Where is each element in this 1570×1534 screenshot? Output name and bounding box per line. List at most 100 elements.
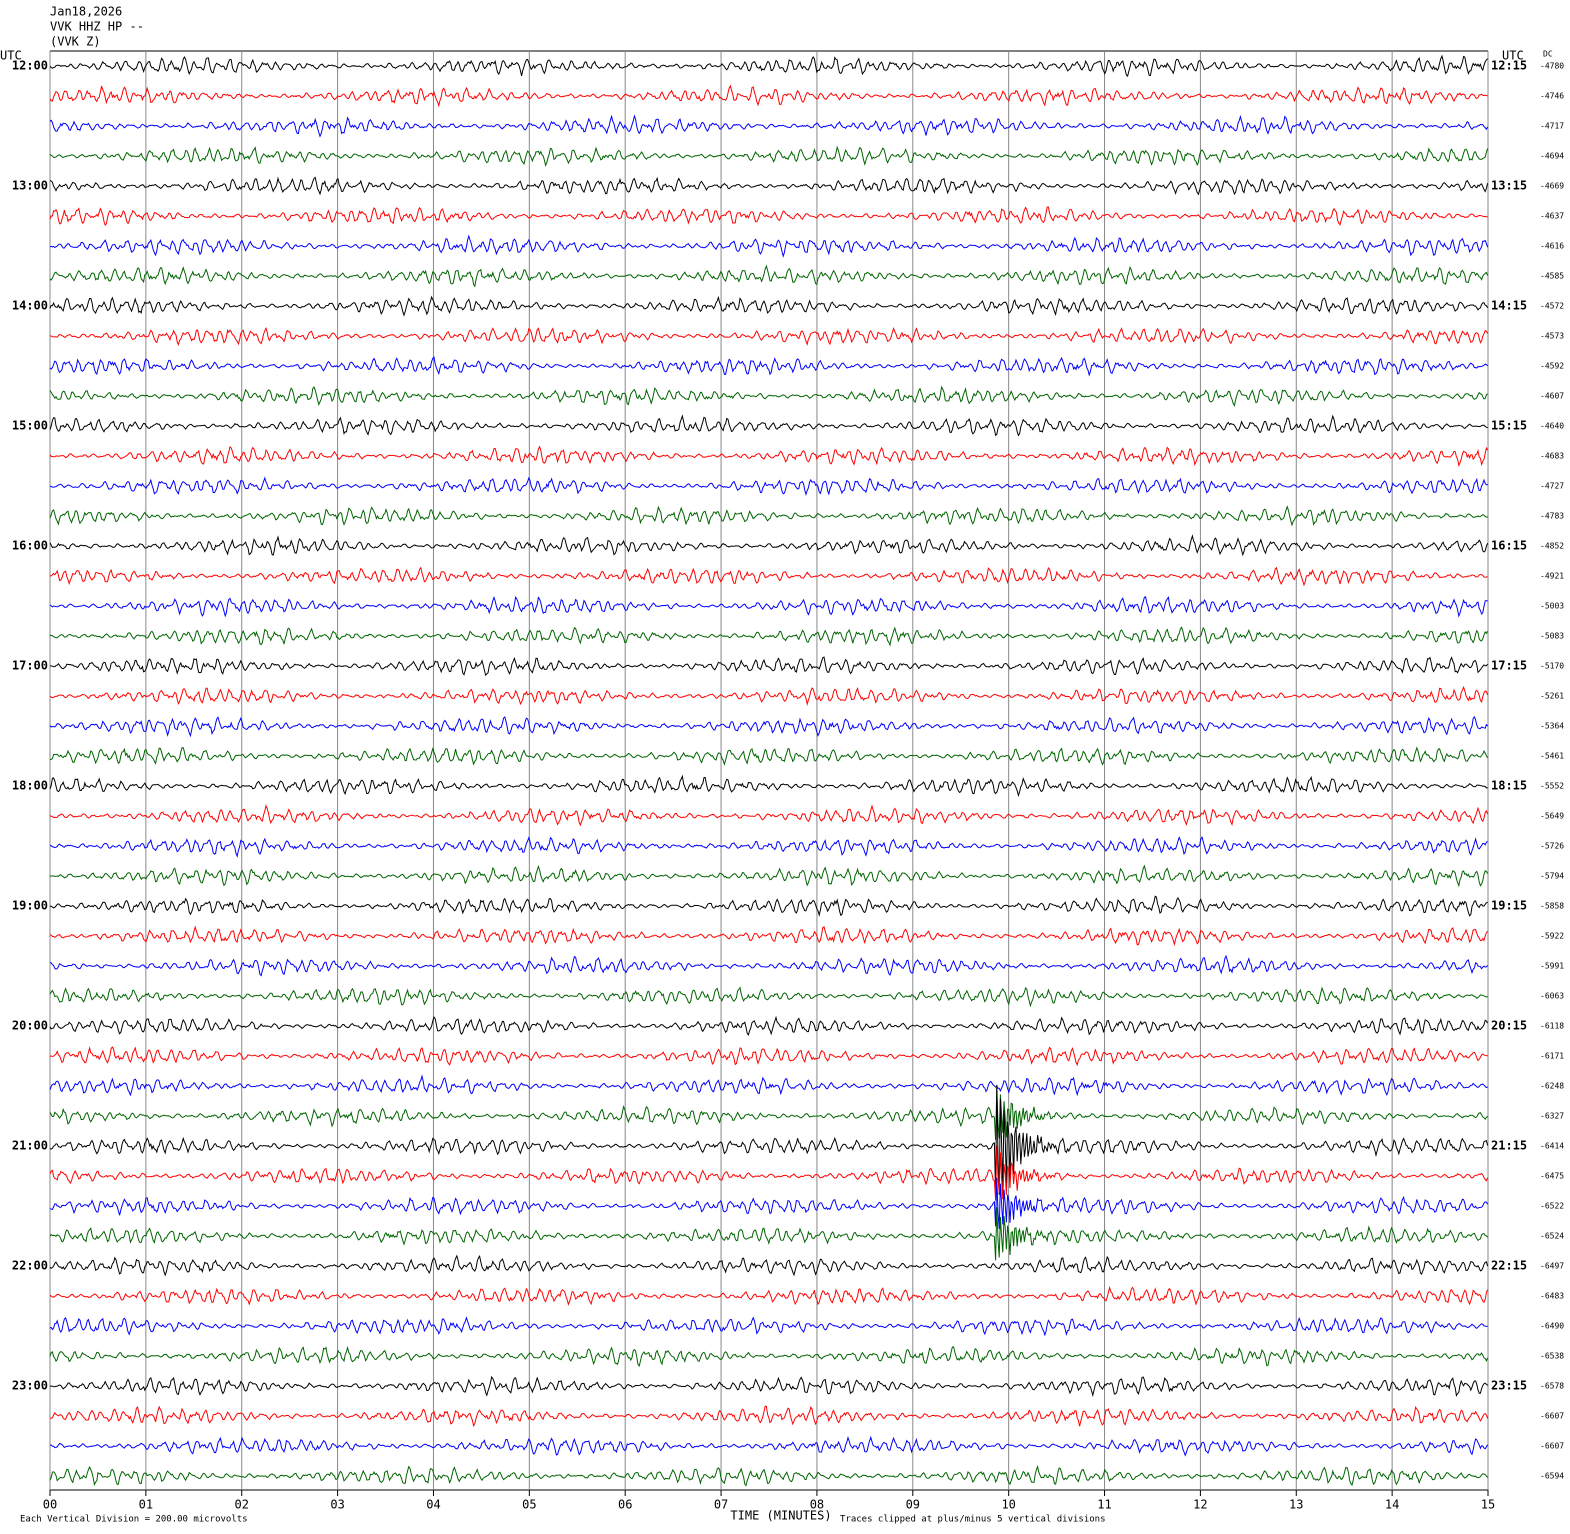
trace: [49, 145, 1489, 168]
hour-label-left: 13:00: [12, 179, 48, 193]
hour-label-right: 21:15: [1491, 1139, 1527, 1153]
hour-label-right: 15:15: [1491, 419, 1527, 433]
x-tick-label: 01: [139, 1498, 153, 1512]
dc-offset: -6490: [1540, 1322, 1564, 1331]
dc-offset: -4607: [1540, 392, 1564, 401]
x-tick-label: 11: [1097, 1498, 1111, 1512]
trace: [49, 774, 1488, 798]
trace: [49, 895, 1488, 917]
dc-offset: -4572: [1540, 302, 1564, 311]
trace: [49, 1046, 1488, 1067]
trace: [49, 1316, 1488, 1337]
trace: [49, 715, 1488, 738]
dc-offset: -6607: [1540, 1412, 1564, 1421]
dc-offset: -5649: [1540, 812, 1564, 821]
trace: [49, 114, 1489, 138]
hour-label-left: 16:00: [12, 539, 48, 553]
x-axis-label: TIME (MINUTES): [730, 1509, 831, 1523]
x-tick-label: 14: [1385, 1498, 1399, 1512]
trace: [49, 1088, 1488, 1141]
hour-label-left: 19:00: [12, 899, 48, 913]
dc-offset: -4780: [1540, 62, 1564, 71]
hour-label-left: 12:00: [12, 59, 48, 73]
x-tick-label: 03: [330, 1498, 344, 1512]
hour-label-right: 16:15: [1491, 539, 1527, 553]
dc-offset: -4640: [1540, 422, 1564, 431]
trace: [49, 1145, 1489, 1201]
hour-label-left: 23:00: [12, 1379, 48, 1393]
dc-offset: -6578: [1540, 1382, 1564, 1391]
dc-offset: -5794: [1540, 872, 1564, 881]
x-tick-label: 07: [714, 1498, 728, 1512]
x-tick-label: 04: [426, 1498, 440, 1512]
dc-offset: -5261: [1540, 692, 1564, 701]
left-axis-label: UTC: [0, 49, 22, 63]
trace: [49, 264, 1489, 288]
trace: [49, 206, 1488, 227]
hour-label-left: 15:00: [12, 419, 48, 433]
dc-offset: -4573: [1540, 332, 1564, 341]
trace: [49, 295, 1489, 317]
trace: [49, 1375, 1488, 1398]
hour-label-right: 23:15: [1491, 1379, 1527, 1393]
trace: [49, 925, 1488, 947]
x-tick-label: 12: [1193, 1498, 1207, 1512]
trace: [49, 414, 1488, 437]
trace: [49, 356, 1488, 377]
dc-offset: -5858: [1540, 902, 1564, 911]
hour-label-left: 14:00: [12, 299, 48, 313]
right-axis-label: UTC: [1502, 49, 1524, 63]
trace: [49, 626, 1489, 647]
trace: [49, 326, 1489, 346]
dc-offset: -4592: [1540, 362, 1564, 371]
hour-label-right: 17:15: [1491, 659, 1527, 673]
header-station: VVK HHZ HP --: [50, 20, 144, 34]
hour-label-left: 18:00: [12, 779, 48, 793]
dc-offset: -6475: [1540, 1172, 1564, 1181]
hour-label-right: 18:15: [1491, 779, 1527, 793]
dc-offset: -6327: [1540, 1112, 1564, 1121]
x-tick-label: 10: [1001, 1498, 1015, 1512]
x-tick-label: 09: [906, 1498, 920, 1512]
trace: [49, 864, 1489, 888]
trace: [49, 234, 1489, 258]
trace: [49, 1207, 1488, 1261]
trace: [49, 685, 1489, 706]
trace: [49, 986, 1488, 1008]
header-channel: (VVK Z): [50, 35, 101, 49]
trace: [50, 476, 1488, 496]
hour-label-right: 13:15: [1491, 179, 1527, 193]
trace: [49, 1464, 1488, 1487]
dc-offset: -6607: [1540, 1442, 1564, 1451]
trace: [49, 385, 1488, 407]
trace: [49, 656, 1488, 677]
clip-note: Traces clipped at plus/minus 5 vertical …: [840, 1515, 1106, 1525]
trace: [49, 1084, 1489, 1195]
dc-offset: -4637: [1540, 212, 1564, 221]
dc-offset: -6414: [1540, 1142, 1564, 1151]
hour-label-right: 14:15: [1491, 299, 1527, 313]
dc-label: DC: [1543, 50, 1553, 59]
dc-offset: -6538: [1540, 1352, 1564, 1361]
dc-offset: -5461: [1540, 752, 1564, 761]
dc-offset: -6171: [1540, 1052, 1564, 1061]
dc-offset: -4852: [1540, 542, 1564, 551]
trace: [49, 1345, 1489, 1368]
dc-offset: -6497: [1540, 1262, 1564, 1271]
dc-offset: -4616: [1540, 242, 1564, 251]
dc-offset: -5083: [1540, 632, 1564, 641]
hour-label-left: 20:00: [12, 1019, 48, 1033]
x-tick-label: 00: [43, 1498, 57, 1512]
x-tick-label: 13: [1289, 1498, 1303, 1512]
dc-offset: -4727: [1540, 482, 1564, 491]
dc-offset: -5003: [1540, 602, 1564, 611]
trace: [49, 1435, 1489, 1457]
trace: [49, 445, 1489, 467]
trace: [49, 534, 1489, 557]
dc-offset: -4669: [1540, 182, 1564, 191]
hour-label-left: 17:00: [12, 659, 48, 673]
trace: [49, 1074, 1488, 1097]
trace: [49, 1015, 1489, 1037]
dc-offset: -5552: [1540, 782, 1564, 791]
trace: [49, 746, 1489, 766]
